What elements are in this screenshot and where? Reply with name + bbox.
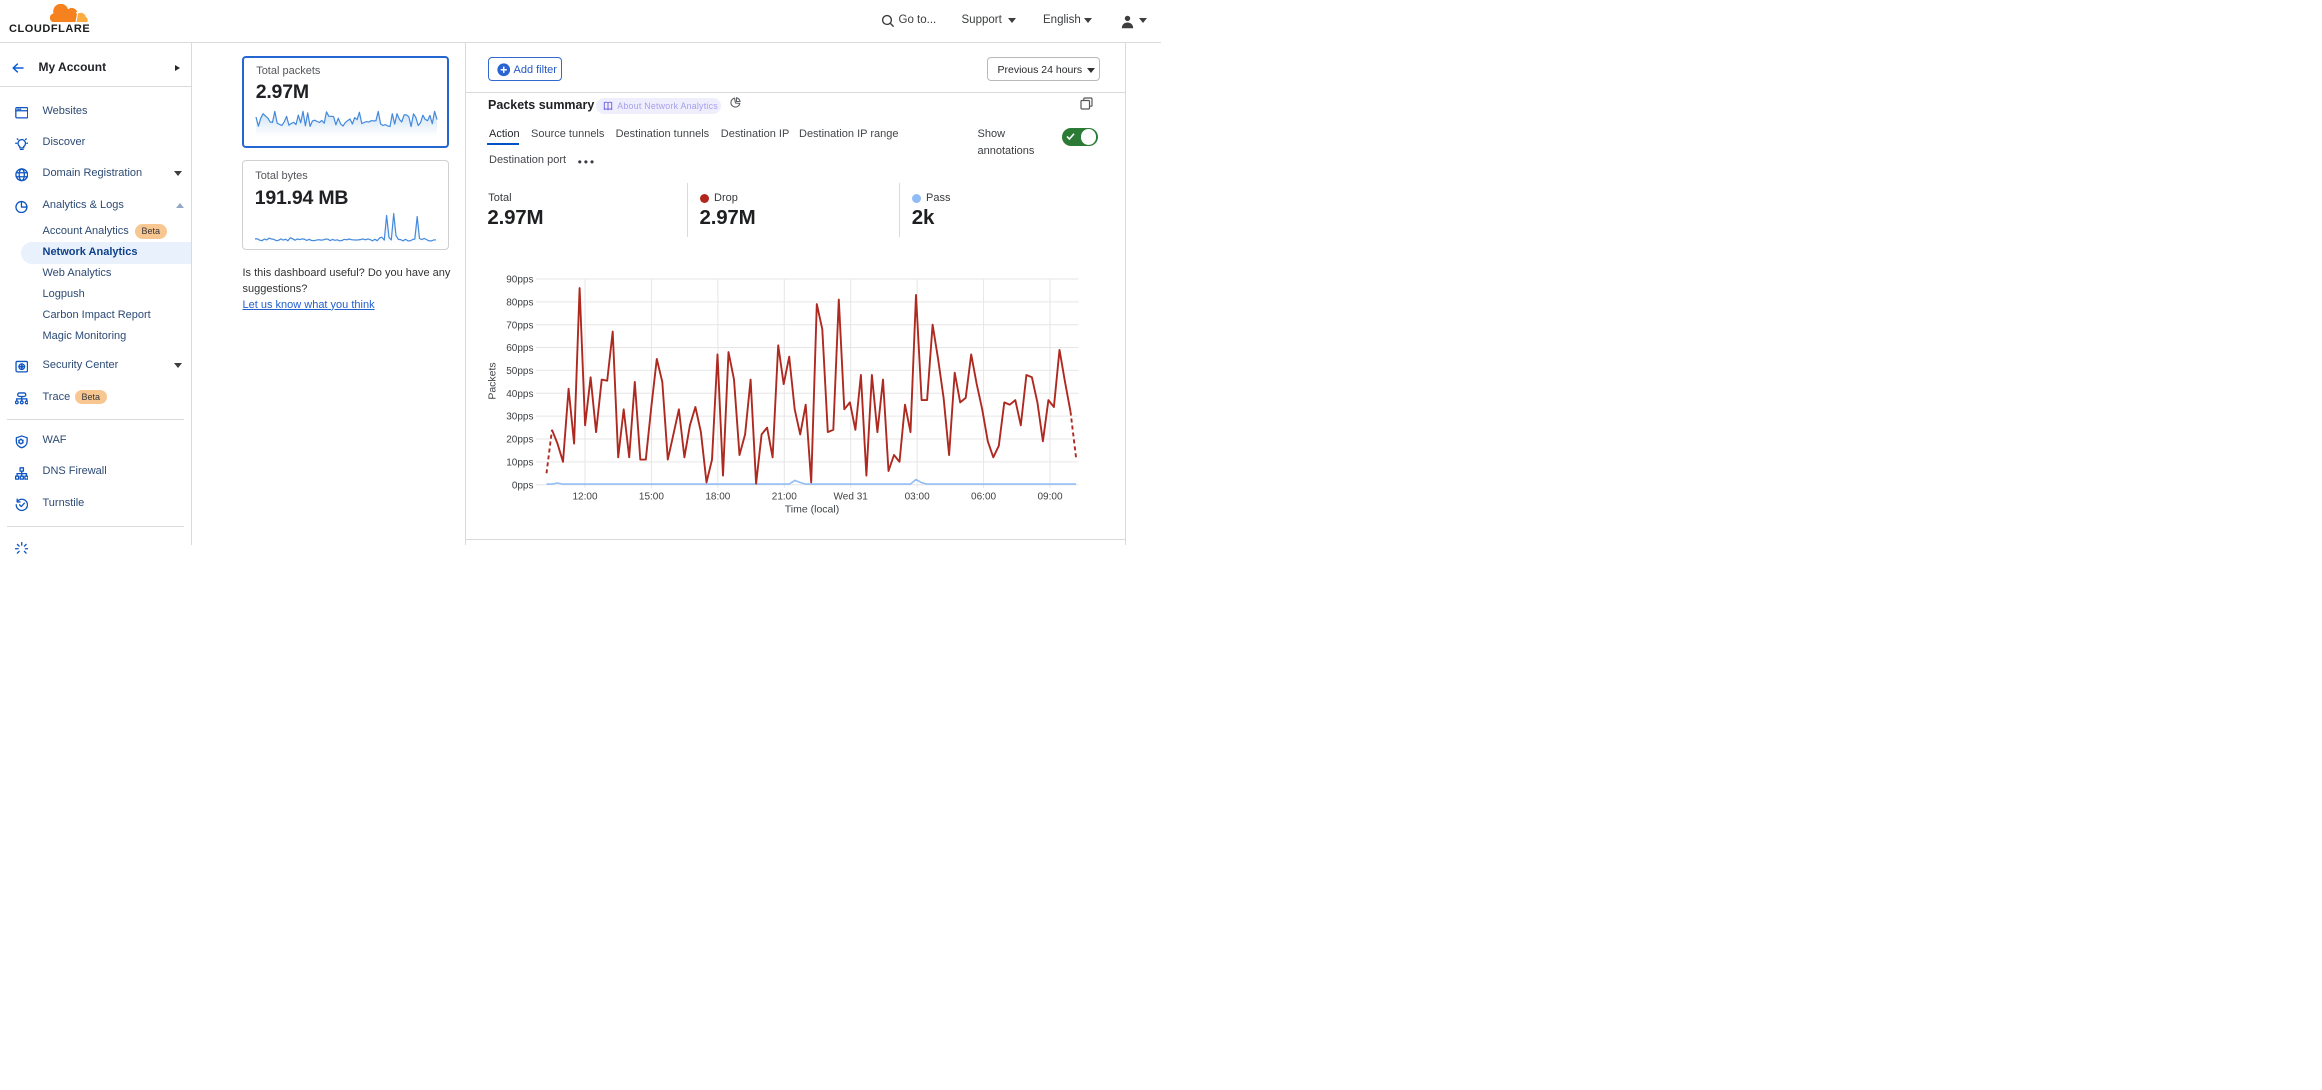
- svg-text:10pps: 10pps: [506, 457, 533, 468]
- svg-text:Packets: Packets: [487, 362, 499, 399]
- svg-text:50pps: 50pps: [506, 366, 533, 377]
- svg-text:Time (local): Time (local): [785, 504, 839, 516]
- svg-text:40pps: 40pps: [506, 389, 533, 400]
- svg-text:30pps: 30pps: [506, 412, 533, 423]
- svg-text:03:00: 03:00: [905, 492, 930, 503]
- svg-text:06:00: 06:00: [971, 492, 996, 503]
- svg-text:80pps: 80pps: [506, 297, 533, 308]
- svg-text:70pps: 70pps: [506, 320, 533, 331]
- svg-text:0pps: 0pps: [512, 480, 534, 491]
- svg-text:Wed 31: Wed 31: [834, 492, 869, 503]
- svg-text:60pps: 60pps: [506, 343, 533, 354]
- svg-text:20pps: 20pps: [506, 435, 533, 446]
- svg-text:90pps: 90pps: [506, 275, 533, 286]
- svg-text:09:00: 09:00: [1037, 492, 1062, 503]
- svg-text:15:00: 15:00: [639, 492, 664, 503]
- svg-text:21:00: 21:00: [772, 492, 797, 503]
- svg-text:12:00: 12:00: [572, 492, 597, 503]
- svg-text:18:00: 18:00: [705, 492, 730, 503]
